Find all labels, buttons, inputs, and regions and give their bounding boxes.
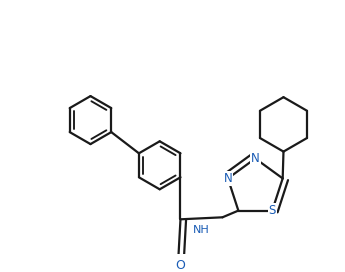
Text: O: O [175, 259, 185, 272]
Text: N: N [224, 172, 232, 185]
Text: N: N [251, 152, 260, 165]
Text: NH: NH [193, 224, 210, 234]
Text: S: S [268, 204, 276, 217]
